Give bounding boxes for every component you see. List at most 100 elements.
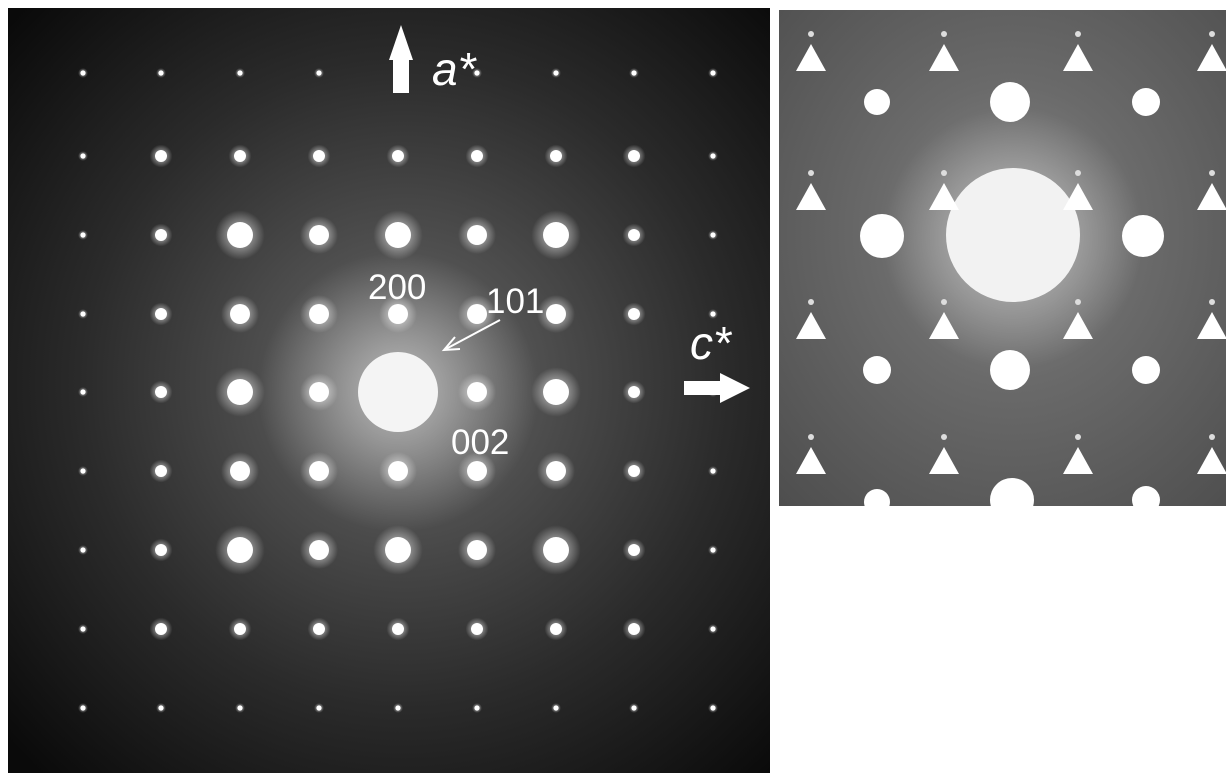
weak-spot [941, 170, 947, 176]
diffraction-spot [155, 229, 167, 241]
diffraction-spot [392, 623, 404, 635]
diffraction-spot [227, 222, 253, 248]
diffraction-spot [385, 537, 411, 563]
diffraction-spot [628, 229, 640, 241]
triangle-marker [1063, 44, 1093, 71]
diffraction-spot [550, 150, 562, 162]
inset-spot [864, 89, 890, 115]
triangle-marker [796, 447, 826, 474]
weak-spot [1209, 31, 1215, 37]
diffraction-spot [313, 623, 325, 635]
triangle-marker [1197, 312, 1226, 339]
inset-spot [1132, 88, 1160, 116]
diffraction-spot [628, 623, 640, 635]
diffraction-spot [80, 468, 86, 474]
diffraction-spot [474, 70, 480, 76]
c-star-axis-label: c* [690, 317, 731, 369]
diffraction-spot [631, 70, 637, 76]
inset-spot [860, 214, 904, 258]
diffraction-spot [710, 626, 716, 632]
weak-spot [1075, 170, 1081, 176]
weak-spot [941, 31, 947, 37]
diffraction-pattern-image [8, 8, 770, 773]
diffraction-spot [628, 544, 640, 556]
inset-spot [990, 478, 1034, 506]
diffraction-spot [80, 626, 86, 632]
diffraction-spot [80, 311, 86, 317]
diffraction-spot [80, 547, 86, 553]
inset-spot [1132, 486, 1160, 506]
diffraction-spot [710, 232, 716, 238]
diffraction-spot [227, 379, 253, 405]
diffraction-spot [309, 461, 329, 481]
weak-spot [1209, 434, 1215, 440]
triangle-marker [929, 447, 959, 474]
weak-spot [941, 299, 947, 305]
diffraction-spot [237, 705, 243, 711]
diffraction-spot [309, 304, 329, 324]
diffraction-spot [628, 150, 640, 162]
index-label-101: 101 [486, 282, 545, 321]
inset-spot [990, 82, 1030, 122]
diffraction-spot [710, 547, 716, 553]
diffraction-spot [80, 232, 86, 238]
triangle-marker [929, 312, 959, 339]
triangle-marker [1197, 183, 1226, 210]
index-label-200: 200 [368, 268, 427, 307]
pointer-101-arrow [441, 319, 501, 352]
diffraction-spot [388, 304, 408, 324]
diffraction-spot [316, 70, 322, 76]
a-star-arrow [389, 25, 413, 93]
diffraction-spot [234, 150, 246, 162]
diffraction-spot [628, 386, 640, 398]
diffraction-spot [80, 153, 86, 159]
weak-spot [1075, 299, 1081, 305]
inset-spot [990, 350, 1030, 390]
diffraction-spot [467, 461, 487, 481]
weak-spot [808, 434, 814, 440]
triangle-marker [929, 183, 959, 210]
diffraction-spot [710, 70, 716, 76]
inset-transmitted-beam [946, 168, 1080, 302]
diffraction-spot [309, 540, 329, 560]
triangle-marker [1063, 183, 1093, 210]
diffraction-spot [543, 537, 569, 563]
diffraction-spot [467, 304, 487, 324]
triangle-marker [796, 183, 826, 210]
triangle-marker [1197, 447, 1226, 474]
diffraction-spot [553, 70, 559, 76]
diffraction-spot [158, 70, 164, 76]
diffraction-spot [155, 386, 167, 398]
diffraction-spot [710, 389, 716, 395]
inset-spot [863, 356, 891, 384]
diffraction-spot [710, 153, 716, 159]
inset-spot [864, 489, 890, 506]
diffraction-spot [234, 623, 246, 635]
diffraction-spot [395, 705, 401, 711]
a-star-axis-label: a* [432, 43, 476, 95]
diffraction-spot [316, 705, 322, 711]
diffraction-spot [309, 382, 329, 402]
diffraction-spots [78, 68, 718, 713]
diffraction-spot [80, 705, 86, 711]
diffraction-spot [158, 705, 164, 711]
diffraction-spot [710, 311, 716, 317]
triangle-marker [796, 44, 826, 71]
diffraction-spot [543, 222, 569, 248]
diffraction-spot [550, 623, 562, 635]
inset-spots [860, 82, 1164, 506]
diffraction-spot [467, 225, 487, 245]
index-label-002: 002 [451, 423, 510, 462]
weak-spot [1075, 31, 1081, 37]
diffraction-spot [80, 70, 86, 76]
triangle-marker [1197, 44, 1226, 71]
diffraction-spot [546, 461, 566, 481]
diffraction-spot [155, 308, 167, 320]
weak-spot [808, 170, 814, 176]
triangle-marker [1063, 312, 1093, 339]
triangle-marker [1063, 447, 1093, 474]
diffraction-spot [230, 304, 250, 324]
diffraction-spot [710, 468, 716, 474]
diffraction-spot [155, 623, 167, 635]
diffraction-spot [388, 461, 408, 481]
